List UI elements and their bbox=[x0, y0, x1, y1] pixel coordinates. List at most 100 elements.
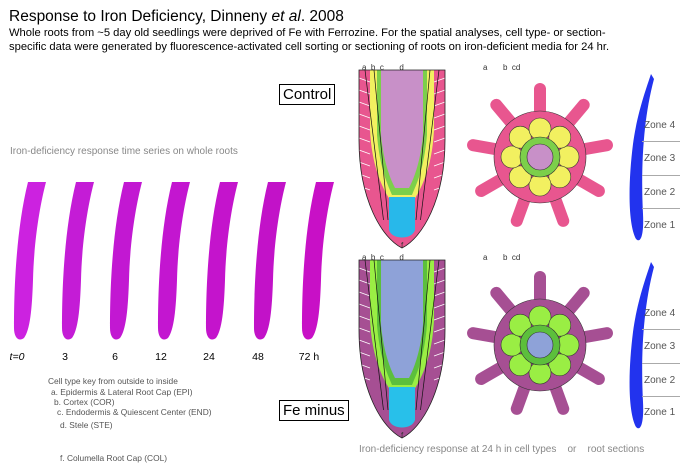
zone-label: Zone 4 bbox=[644, 308, 676, 319]
cell-wall bbox=[433, 327, 446, 333]
title-text: Response to Iron Deficiency, Dinneny bbox=[9, 8, 272, 25]
cell-file-line bbox=[373, 259, 389, 411]
timepoint-label: 72 h bbox=[298, 351, 320, 363]
zone-label: Zone 2 bbox=[644, 375, 676, 386]
caption-sections: root sections bbox=[587, 444, 645, 455]
zone-divider bbox=[642, 363, 680, 364]
cell-wall bbox=[433, 125, 446, 131]
column-letter-f: f bbox=[401, 241, 404, 250]
cell-wall bbox=[358, 315, 371, 321]
whole-root-4 bbox=[206, 182, 238, 340]
cell-wall bbox=[433, 77, 446, 83]
cell-key-item: a. Epidermis & Lateral Root Cap (EPI) bbox=[51, 387, 193, 397]
cell-wall bbox=[358, 351, 371, 357]
title-year: . 2008 bbox=[300, 8, 344, 25]
stele-layer bbox=[381, 70, 423, 188]
column-letters-control: a b c d bbox=[362, 63, 404, 72]
cell-key-item: c. Endodermis & Quiescent Center (END) bbox=[57, 407, 212, 417]
zone-label: Zone 2 bbox=[644, 187, 676, 198]
zone-divider bbox=[642, 141, 680, 142]
cell-wall bbox=[358, 267, 371, 273]
cell-file-line bbox=[364, 69, 384, 221]
cell-file-line bbox=[420, 259, 440, 411]
time-series-label: Iron-deficiency response time series on … bbox=[10, 146, 238, 157]
zone-label: Zone 3 bbox=[644, 341, 676, 352]
zone-label: Zone 1 bbox=[644, 220, 676, 231]
fe-minus-label: Fe minus bbox=[279, 400, 349, 421]
control-label: Control bbox=[279, 84, 336, 105]
cell-wall bbox=[358, 291, 371, 297]
timepoint-label: 6 bbox=[112, 351, 118, 363]
timepoint-label: t=0 bbox=[9, 351, 25, 363]
fe-minus-longitudinal-root bbox=[358, 259, 446, 439]
cortex-cell bbox=[528, 173, 552, 197]
zone-label: Zone 1 bbox=[644, 407, 676, 418]
cell-wall bbox=[433, 351, 446, 357]
whole-root-1 bbox=[62, 182, 94, 340]
columella-layer bbox=[389, 387, 415, 428]
cell-wall bbox=[358, 113, 371, 119]
cortex-cell bbox=[528, 117, 552, 141]
cell-wall bbox=[358, 125, 371, 131]
timepoint-label: 12 bbox=[155, 351, 167, 363]
cell-wall bbox=[358, 327, 371, 333]
page-title: Response to Iron Deficiency, Dinneny et … bbox=[9, 8, 344, 26]
control-longitudinal-root bbox=[358, 69, 446, 249]
section-letters-fe-minus: a b cd bbox=[483, 253, 521, 262]
cell-wall bbox=[433, 267, 446, 273]
cell-key-heading: Cell type key from outside to inside bbox=[48, 376, 178, 386]
stele-core bbox=[526, 143, 554, 171]
cell-key-item: d. Stele (STE) bbox=[60, 420, 113, 430]
bottom-caption: Iron-deficiency response at 24 h in cell… bbox=[359, 444, 644, 455]
cell-wall bbox=[358, 339, 371, 345]
cell-file-line bbox=[415, 259, 431, 411]
stele-core bbox=[526, 331, 554, 359]
cell-wall bbox=[433, 137, 446, 143]
zone-divider bbox=[642, 208, 680, 209]
subtitle-line-1: Whole roots from ~5 day old seedlings we… bbox=[9, 27, 606, 39]
cell-wall bbox=[358, 303, 371, 309]
cell-wall bbox=[358, 149, 371, 155]
timepoint-label: 3 bbox=[62, 351, 68, 363]
whole-root-3 bbox=[158, 182, 190, 340]
cell-file-line bbox=[364, 259, 384, 411]
timepoint-label: 48 bbox=[252, 351, 264, 363]
subtitle-line-2: specific data were generated by fluoresc… bbox=[9, 41, 610, 53]
cell-file-line bbox=[415, 69, 431, 221]
control-zone-root bbox=[629, 74, 654, 241]
columella-layer bbox=[389, 197, 415, 238]
zone-label: Zone 4 bbox=[644, 120, 676, 131]
caption-cell-types: Iron-deficiency response at 24 h in cell… bbox=[359, 444, 557, 455]
whole-root-2 bbox=[110, 182, 142, 340]
cell-wall bbox=[358, 101, 371, 107]
cell-wall bbox=[433, 161, 446, 167]
caption-or: or bbox=[567, 444, 577, 455]
stele-layer bbox=[381, 260, 423, 378]
title-italic: et al bbox=[271, 8, 301, 25]
cell-key-item: b. Cortex (COR) bbox=[54, 397, 115, 407]
cell-wall bbox=[358, 363, 371, 369]
control-cross-section bbox=[467, 83, 613, 227]
whole-root-5 bbox=[254, 182, 286, 340]
section-letters-control: a b cd bbox=[483, 63, 521, 72]
cell-key-item: f. Columella Root Cap (COL) bbox=[60, 453, 168, 463]
cell-wall bbox=[433, 315, 446, 321]
column-letter-f: f bbox=[401, 431, 404, 440]
cell-wall bbox=[433, 149, 446, 155]
whole-root-0 bbox=[14, 182, 46, 340]
timepoint-label: 24 bbox=[203, 351, 215, 363]
cell-wall bbox=[433, 339, 446, 345]
cell-wall bbox=[358, 173, 371, 179]
cell-wall bbox=[433, 173, 446, 179]
column-letters-fe-minus: a b c d bbox=[362, 253, 404, 262]
cell-wall bbox=[358, 137, 371, 143]
zone-label: Zone 3 bbox=[644, 153, 676, 164]
cell-wall bbox=[433, 303, 446, 309]
root-outline bbox=[358, 259, 446, 439]
zone-divider bbox=[642, 396, 680, 397]
cell-wall bbox=[358, 161, 371, 167]
whole-root-6 bbox=[302, 182, 334, 340]
fe-minus-zone-root bbox=[629, 262, 654, 429]
